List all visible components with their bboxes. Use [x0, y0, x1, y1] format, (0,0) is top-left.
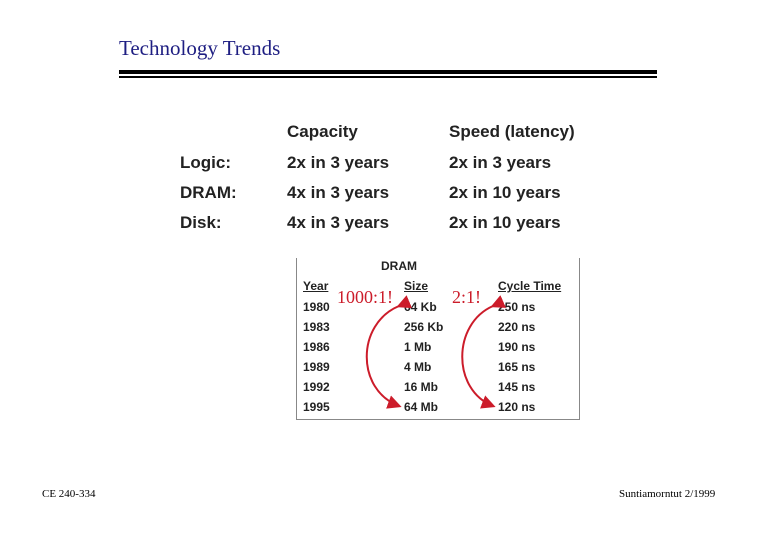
- dram-header-size: Size: [404, 279, 429, 293]
- dram-cycle: 145 ns: [498, 380, 536, 394]
- row-dram-speed: 2x in 10 years: [449, 183, 561, 202]
- dram-size: 256 Kb: [404, 320, 444, 334]
- dram-size: 16 Mb: [404, 380, 439, 394]
- dram-panel: DRAM Year Size Cycle Time 1980 64 Kb 250…: [296, 258, 580, 420]
- dram-size: 64 Mb: [404, 400, 439, 414]
- dram-header-year: Year: [303, 279, 329, 293]
- dram-year: 1986: [303, 340, 330, 354]
- title-rule-thick: [119, 70, 657, 74]
- title-rule-thin: [119, 76, 657, 78]
- dram-cycle: 120 ns: [498, 400, 536, 414]
- cycle-ratio-label: 2:1!: [452, 287, 481, 307]
- dram-panel-title: DRAM: [381, 259, 417, 273]
- row-disk-label: Disk:: [180, 213, 222, 232]
- dram-size: 64 Kb: [404, 300, 437, 314]
- dram-cycle: 190 ns: [498, 340, 536, 354]
- dram-header-cycle: Cycle Time: [498, 279, 562, 293]
- slide-title: Technology Trends: [119, 36, 281, 60]
- cycle-ratio-arrow: [461, 295, 507, 409]
- row-disk-capacity: 4x in 3 years: [287, 213, 390, 232]
- speed-header: Speed (latency): [449, 122, 575, 141]
- size-ratio-label: 1000:1!: [337, 287, 393, 307]
- dram-year: 1989: [303, 360, 330, 374]
- row-dram-label: DRAM:: [180, 183, 237, 202]
- ratio-arrows: [365, 295, 507, 409]
- row-disk-speed: 2x in 10 years: [449, 213, 561, 232]
- size-ratio-arrow: [365, 295, 413, 409]
- dram-cycle: 165 ns: [498, 360, 536, 374]
- row-logic-label: Logic:: [180, 153, 231, 172]
- row-dram-capacity: 4x in 3 years: [287, 183, 390, 202]
- dram-year: 1980: [303, 300, 330, 314]
- dram-cycle: 220 ns: [498, 320, 536, 334]
- dram-year: 1995: [303, 400, 330, 414]
- footer-author-date: Suntiamorntut 2/1999: [619, 488, 716, 500]
- footer-course-code: CE 240-334: [42, 488, 96, 500]
- dram-year: 1992: [303, 380, 330, 394]
- dram-year: 1983: [303, 320, 330, 334]
- row-logic-speed: 2x in 3 years: [449, 153, 552, 172]
- capacity-header: Capacity: [287, 122, 358, 141]
- row-logic-capacity: 2x in 3 years: [287, 153, 390, 172]
- dram-cycle: 250 ns: [498, 300, 536, 314]
